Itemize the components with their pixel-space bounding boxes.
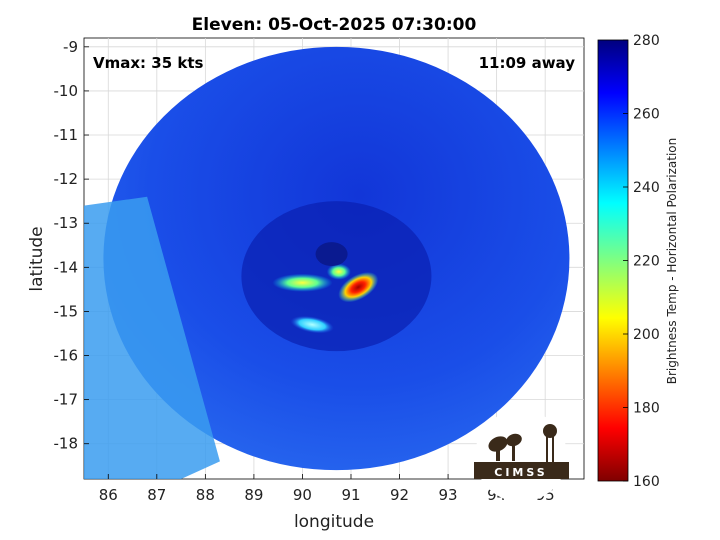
storm-feature-convective-cell [326, 263, 351, 280]
away-annotation: 11:09 away [479, 54, 576, 72]
colorbar-tick-label: 220 [633, 254, 660, 270]
y-ticks: -9 -10 -11 -12 -13 -14 -15 -16 -17 -18 [54, 38, 89, 453]
swath-west-wedge [84, 196, 220, 479]
x-tick-label: 89 [244, 486, 263, 504]
x-tick-label: 87 [147, 486, 166, 504]
colorbar-ticks: 280 260 240 220 200 180 160 [623, 33, 660, 490]
y-tick-label: -12 [54, 170, 79, 188]
storm-feature-southern-band [290, 315, 334, 334]
colorbar-tick-label: 280 [633, 33, 660, 49]
logo-text: CIMSS [494, 466, 547, 479]
y-tick-label: -11 [54, 126, 79, 144]
y-tick-label: -13 [54, 214, 79, 232]
swath-group [84, 46, 570, 479]
colorbar-tick-label: 200 [633, 327, 660, 343]
storm-feature-cold-core [338, 272, 379, 303]
y-tick-label: -10 [54, 82, 79, 100]
colorbar-tick-label: 160 [633, 474, 660, 490]
storm-feature-eye-region [315, 242, 348, 267]
storm-feature-convective-band [272, 273, 333, 292]
colorbar-tick-label: 240 [633, 180, 660, 196]
x-tick-label: 93 [439, 486, 458, 504]
x-tick-label: 92 [390, 486, 409, 504]
colorbar-tick-label: 180 [633, 401, 660, 417]
x-tick-label: 88 [196, 486, 215, 504]
x-axis-label: longitude [294, 512, 374, 532]
y-axis-label: latitude [27, 226, 47, 291]
y-tick-label: -17 [54, 391, 79, 409]
cimss-logo: CIMSS [474, 410, 569, 502]
colorbar-tick-label: 260 [633, 107, 660, 123]
y-tick-label: -14 [54, 258, 79, 276]
storm-features [272, 242, 379, 334]
y-tick-label: -18 [54, 435, 79, 453]
chart-title: Eleven: 05-Oct-2025 07:30:00 [192, 15, 477, 35]
y-tick-label: -9 [63, 38, 78, 56]
x-tick-label: 90 [293, 486, 312, 504]
y-tick-label: -15 [54, 302, 79, 320]
x-tick-label: 91 [341, 486, 360, 504]
vmax-annotation: Vmax: 35 kts [93, 54, 203, 72]
colorbar-label: Brightness Temp - Horizontal Polarizatio… [665, 138, 679, 385]
y-tick-label: -16 [54, 347, 79, 365]
x-tick-label: 86 [99, 486, 118, 504]
